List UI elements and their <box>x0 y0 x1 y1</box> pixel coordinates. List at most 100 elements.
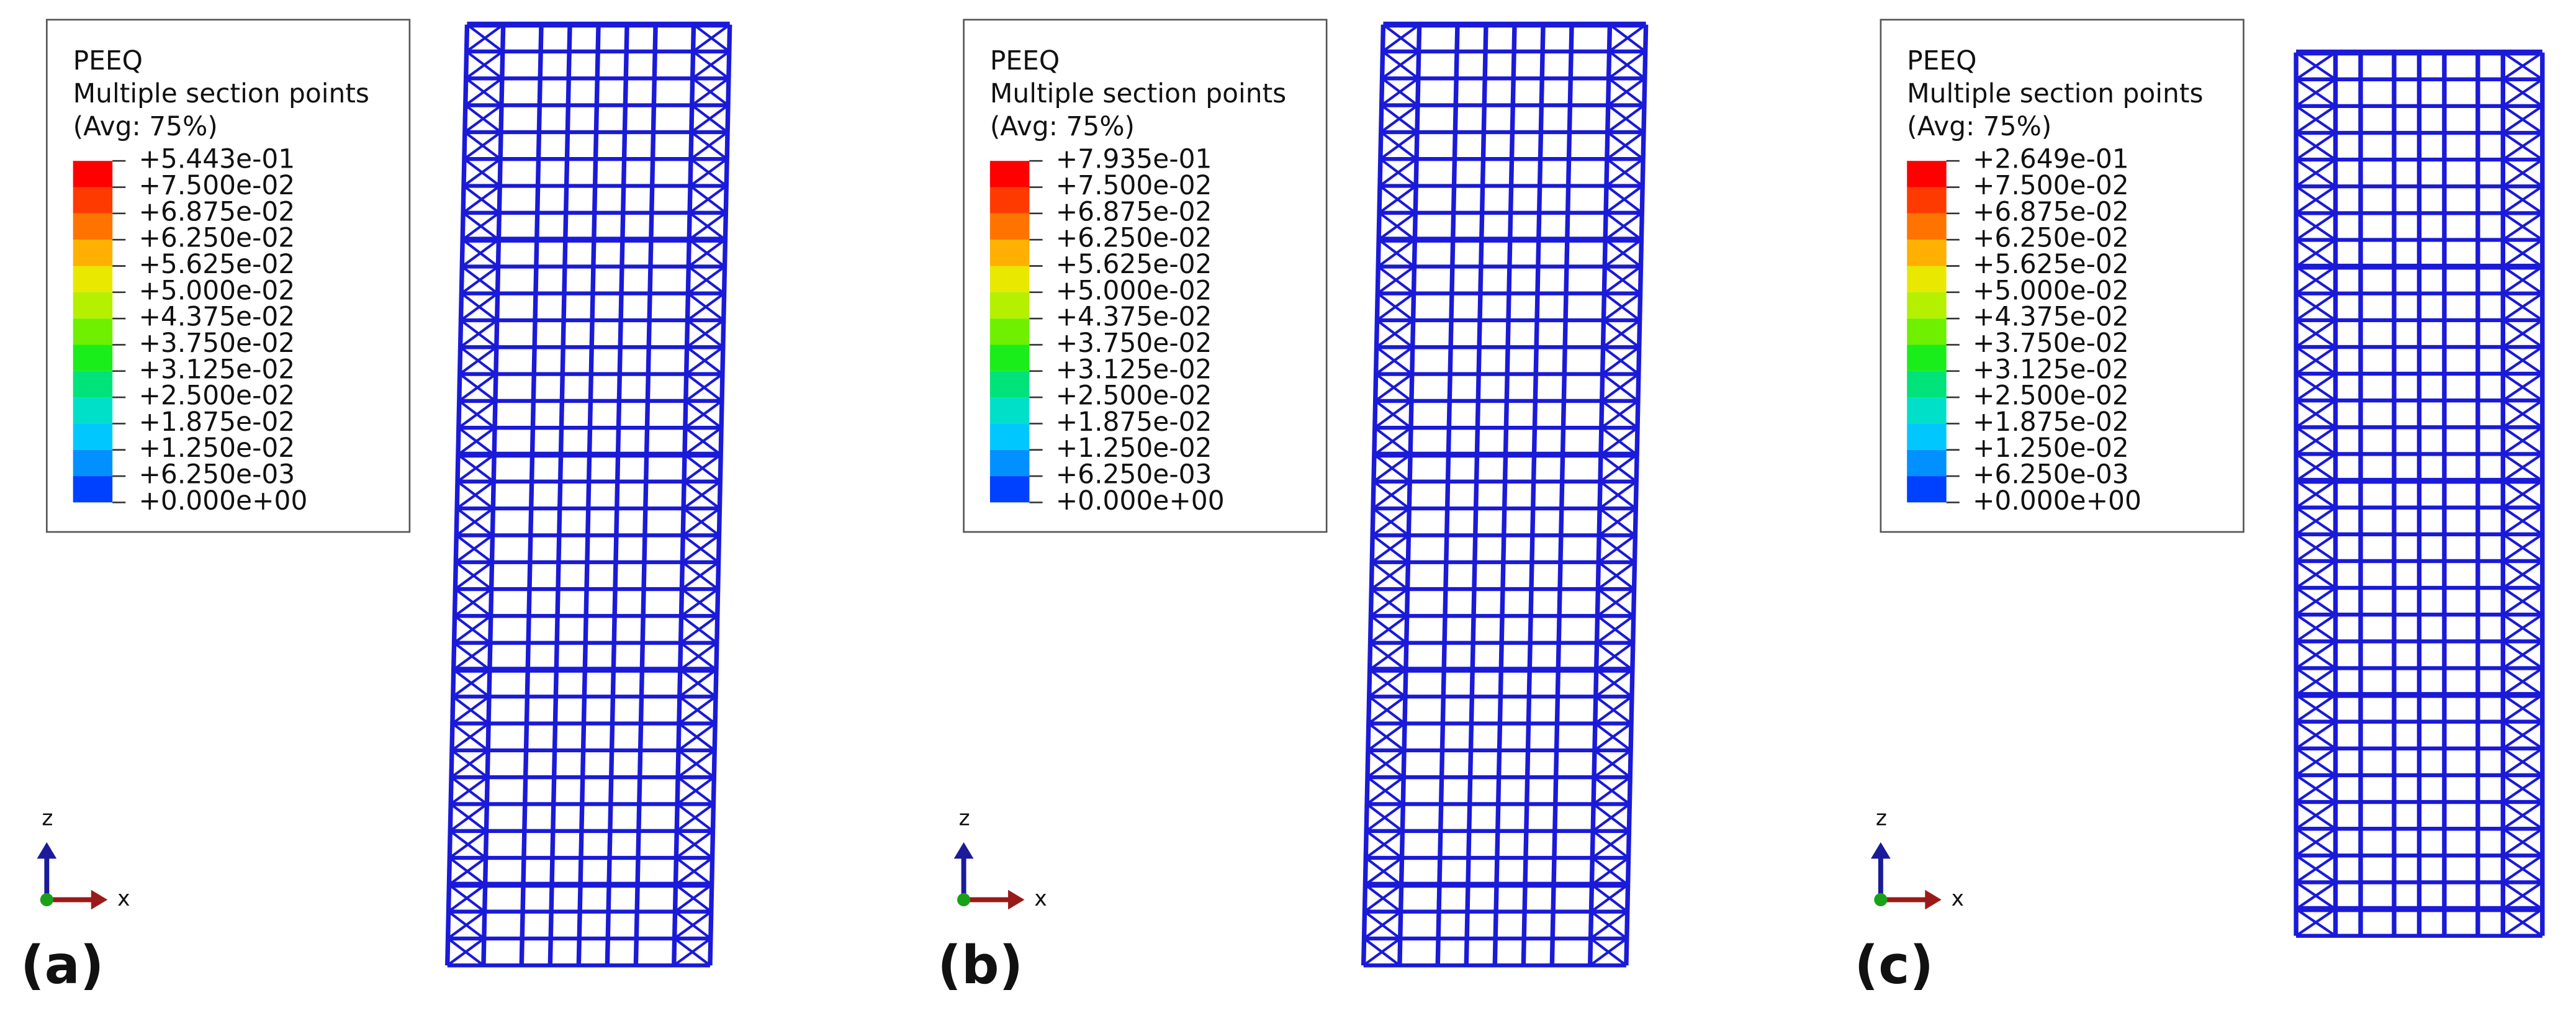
legend-swatch <box>73 449 113 477</box>
frame-member <box>2502 105 2544 134</box>
frame-member <box>2295 827 2336 857</box>
axis-z-label: z <box>1876 806 1887 831</box>
frame-member <box>1603 265 1642 295</box>
legend-swatch <box>73 187 113 214</box>
legend-label: +0.000e+00 <box>1056 485 1225 516</box>
frame-member <box>1373 426 1412 456</box>
frame-member <box>1367 722 1406 752</box>
frame-member <box>2502 319 2544 348</box>
frame-member <box>1597 561 1636 590</box>
frame-member <box>1596 615 1634 644</box>
legend-title: PEEQ <box>1907 45 1976 76</box>
legend-swatch <box>1907 266 1947 292</box>
legend-label: +3.750e-02 <box>138 328 295 358</box>
frame-member <box>2502 452 2544 482</box>
frame-member <box>1601 372 1640 402</box>
frame-member <box>2295 881 2336 911</box>
frame-member <box>2295 506 2336 536</box>
frame-member <box>2295 185 2336 215</box>
frame-member <box>2295 105 2336 134</box>
legend-label: +1.875e-02 <box>138 407 295 437</box>
frame-member <box>1606 131 1645 160</box>
frame-member <box>2502 801 2544 830</box>
legend-label: +7.500e-02 <box>1056 170 1212 200</box>
frame-member <box>449 830 487 859</box>
frame-member <box>1366 749 1405 778</box>
axis-x-head <box>1925 889 1942 910</box>
legend-swatch <box>989 240 1030 266</box>
legend-label: +4.375e-02 <box>138 302 295 332</box>
frame-member <box>2502 587 2544 616</box>
frame-member <box>1603 292 1641 322</box>
frame-member <box>1368 669 1407 698</box>
legend-label: +1.250e-02 <box>1973 433 2129 463</box>
frame-member <box>1371 507 1410 537</box>
frame-member <box>2295 640 2336 670</box>
frame-member <box>452 669 491 698</box>
frame-member <box>1367 695 1407 725</box>
frame-member <box>1601 346 1640 376</box>
frame-member <box>2295 426 2336 456</box>
frame-member <box>463 131 502 160</box>
frame-member <box>1600 426 1639 456</box>
frame-member <box>2295 319 2336 348</box>
legend-label: +5.625e-02 <box>1056 249 1212 279</box>
frame-member <box>688 184 727 214</box>
frame-member <box>465 50 504 79</box>
frame-member <box>675 857 713 886</box>
frame-member <box>1608 23 1647 53</box>
axis-z-head <box>953 842 974 859</box>
legend-swatch <box>989 423 1030 450</box>
frame-member <box>2502 238 2544 268</box>
frame-member <box>1362 937 1402 967</box>
frame-member <box>1369 615 1408 644</box>
frame-member <box>687 292 725 322</box>
structure <box>2294 49 2545 938</box>
frame-member <box>1376 319 1414 349</box>
frame-member <box>2502 506 2544 536</box>
frame-member <box>2295 854 2336 884</box>
legend-label: +5.000e-02 <box>1056 275 1212 305</box>
frame-member <box>1369 641 1407 671</box>
frame-member <box>1592 830 1630 859</box>
frame-member <box>1379 131 1418 160</box>
legend-label: +1.875e-02 <box>1973 407 2129 437</box>
frame-member <box>2502 78 2544 107</box>
frame-member <box>676 776 715 806</box>
frame-member <box>1605 184 1644 214</box>
legend-label: +6.875e-02 <box>1973 196 2129 227</box>
frame-member <box>2295 452 2336 482</box>
frame-member <box>1377 238 1416 268</box>
frame-member <box>683 453 722 483</box>
legend-swatch <box>989 397 1030 424</box>
frame-member <box>576 24 601 966</box>
legend-swatch <box>73 161 113 187</box>
frame-member <box>2295 747 2336 777</box>
frame-member <box>2502 827 2544 857</box>
frame-member <box>682 480 721 510</box>
frame-member <box>457 426 496 456</box>
frame-member <box>1492 24 1517 966</box>
frame-member <box>2502 640 2544 670</box>
frame-member <box>1363 910 1402 940</box>
legend-label: +5.000e-02 <box>138 275 295 305</box>
frame-member <box>1593 722 1633 752</box>
frame-member <box>2502 479 2544 509</box>
axis-x-head <box>91 889 108 910</box>
frame-member <box>2295 801 2336 830</box>
frame-member <box>1377 212 1416 241</box>
frame-member <box>2502 560 2544 589</box>
frame-member <box>461 238 500 268</box>
frame-member <box>1372 480 1411 510</box>
legend-label: +6.875e-02 <box>138 196 295 227</box>
legend-label: +6.250e-02 <box>138 223 295 253</box>
axis-z-head <box>37 842 57 859</box>
frame-member <box>1598 480 1637 510</box>
frame-member <box>682 507 721 537</box>
frame-member <box>2502 613 2544 643</box>
legend-swatch <box>1907 213 1947 240</box>
frame-member <box>446 937 485 967</box>
frame-member <box>708 24 732 966</box>
frame-member <box>2502 720 2544 750</box>
legend-swatch <box>73 344 113 371</box>
